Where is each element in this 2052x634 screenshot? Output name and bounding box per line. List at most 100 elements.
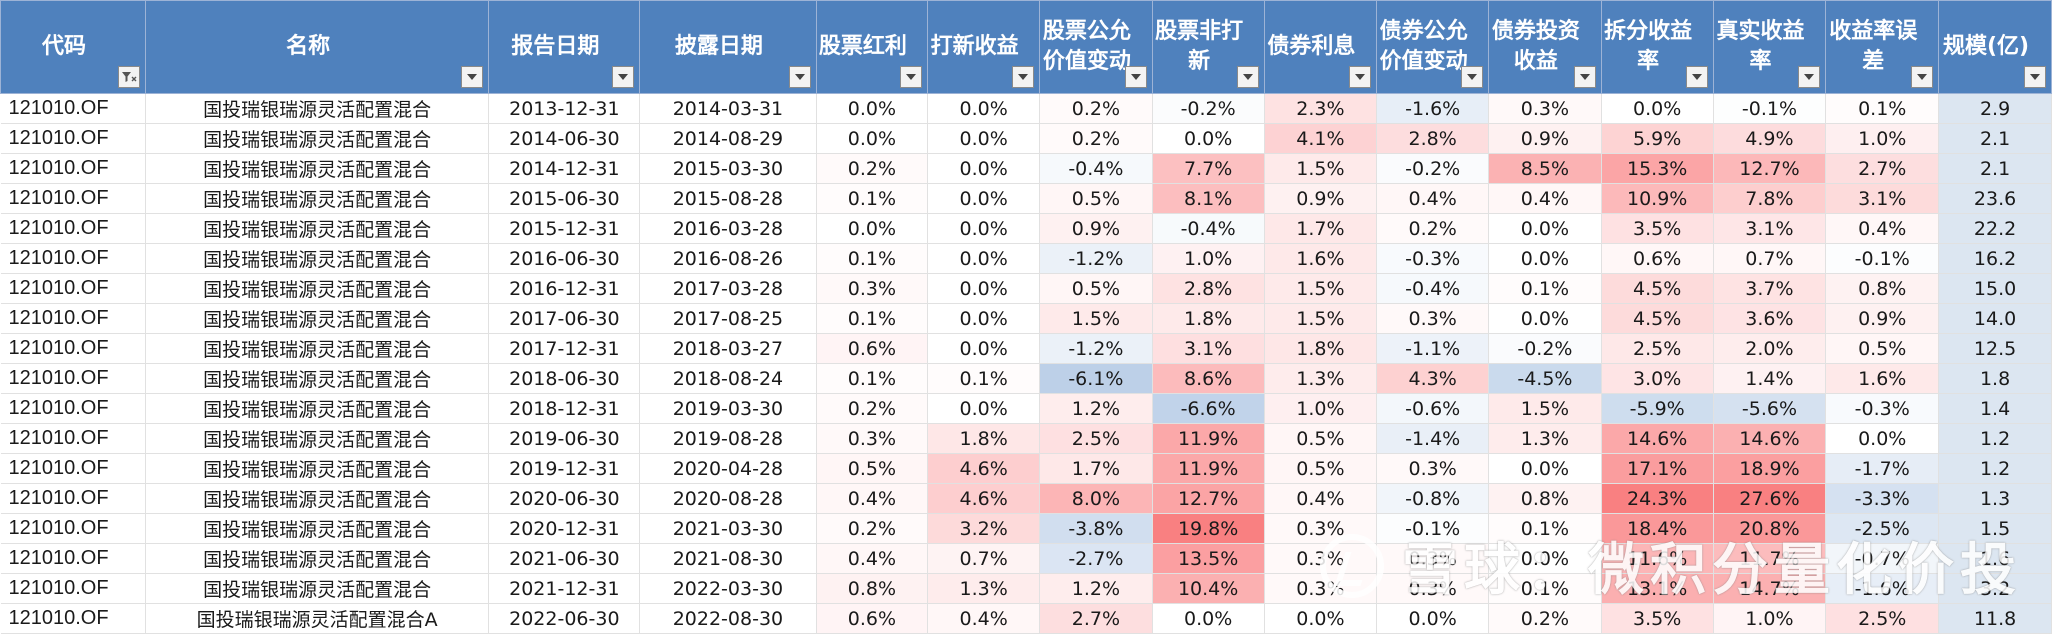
column-header: 报告日期 (488, 0, 641, 94)
column-header: 拆分收益率 (1600, 0, 1714, 94)
filter-dropdown-icon[interactable] (1124, 66, 1147, 88)
filter-dropdown-icon[interactable] (1573, 66, 1596, 88)
table-cell: 2019-12-31 (488, 453, 641, 484)
filter-dropdown-icon[interactable] (2024, 66, 2046, 88)
table-cell: 0.2% (816, 153, 929, 184)
table-cell: 121010.OF (0, 183, 146, 214)
column-header-label: 股票非打新 (1155, 19, 1244, 74)
table-cell: 1.8 (1938, 363, 2052, 394)
table-cell: 1.4% (1713, 363, 1827, 394)
table-cell: 2020-06-30 (488, 483, 641, 514)
filter-dropdown-icon[interactable] (1798, 66, 1821, 88)
table-cell: -3.3% (1825, 483, 1940, 514)
table-cell: 23.6 (1938, 183, 2052, 214)
table-cell: 7.8% (1713, 183, 1827, 214)
table-cell: -0.4% (1376, 273, 1490, 304)
table-cell: 0.0% (1488, 453, 1602, 484)
table-cell: 0.9% (1488, 123, 1602, 154)
filter-dropdown-icon[interactable] (461, 66, 484, 88)
filter-active-icon[interactable] (117, 66, 140, 88)
table-cell: 10.4% (1152, 573, 1265, 604)
column-header-label: 代码 (41, 34, 86, 59)
table-cell: 2016-08-26 (639, 243, 817, 274)
table-cell: 1.4 (1938, 393, 2052, 424)
table-cell: 0.0% (927, 213, 1041, 244)
column-header-label: 报告日期 (511, 34, 600, 59)
table-cell: 11.7% (1713, 543, 1827, 574)
table-cell: 国投瑞银瑞源灵活配置混合 (145, 393, 490, 424)
table-cell: 0.1% (1825, 93, 1940, 124)
table-row: 121010.OF 国投瑞银瑞源灵活配置混合 2014-12-31 2015-03-3… (0, 153, 2052, 184)
table-cell: 0.0% (1488, 543, 1602, 574)
table-cell: 0.5% (1039, 273, 1153, 304)
table-cell: 2.9 (1938, 93, 2052, 124)
table-cell: 国投瑞银瑞源灵活配置混合 (145, 243, 490, 274)
filter-dropdown-icon[interactable] (1349, 66, 1372, 88)
table-cell: 14.6% (1601, 423, 1714, 454)
table-cell: 0.3% (1264, 543, 1378, 574)
table-cell: 0.3% (816, 423, 929, 454)
table-cell: 0.6% (816, 333, 929, 364)
table-cell: 0.7% (927, 543, 1041, 574)
filter-dropdown-icon[interactable] (1685, 66, 1708, 88)
filter-dropdown-icon[interactable] (900, 66, 923, 88)
filter-dropdown-icon[interactable] (788, 66, 811, 88)
table-cell: 1.3% (1488, 423, 1602, 454)
table-cell: -0.4% (1039, 153, 1153, 184)
table-cell: 2016-03-28 (639, 213, 817, 244)
table-cell: 2.8% (1152, 273, 1265, 304)
table-cell: 2.1 (1938, 123, 2052, 154)
table-cell: 11.6% (1601, 543, 1714, 574)
filter-dropdown-icon[interactable] (1461, 66, 1484, 88)
column-header: 代码 (0, 0, 146, 94)
table-cell: 0.9% (1264, 183, 1378, 214)
table-row: 121010.OF 国投瑞银瑞源灵活配置混合 2018-12-31 2019-03-3… (0, 393, 2052, 424)
table-body: 121010.OF 国投瑞银瑞源灵活配置混合 2013-12-31 2014-03-3… (0, 93, 2052, 634)
table-cell: 3.1% (1713, 213, 1827, 244)
table-cell: 1.0% (1152, 243, 1265, 274)
table-cell: 0.6% (816, 603, 929, 634)
table-cell: 2019-08-28 (639, 423, 817, 454)
table-cell: 0.2% (816, 393, 929, 424)
filter-dropdown-icon[interactable] (1012, 66, 1035, 88)
table-cell: 1.7% (1039, 453, 1153, 484)
table-cell: -1.1% (1376, 333, 1490, 364)
table-cell: 18.4% (1601, 513, 1714, 544)
column-header-label: 债券公允 价值变动 (1379, 19, 1468, 74)
table-cell: 2021-06-30 (488, 543, 641, 574)
table-cell: 2.8% (1376, 123, 1490, 154)
table-cell: 27.6% (1713, 483, 1827, 514)
table-cell: 2018-08-24 (639, 363, 817, 394)
column-header: 债券投资 收益 (1488, 0, 1602, 94)
filter-dropdown-icon[interactable] (1236, 66, 1259, 88)
table-cell: 0.5% (1825, 333, 1940, 364)
table-cell: -0.8% (1376, 483, 1490, 514)
table-cell: 1.3% (927, 573, 1041, 604)
table-cell: 121010.OF (0, 123, 146, 154)
table-cell: 121010.OF (0, 453, 146, 484)
table-cell: 0.1% (927, 363, 1041, 394)
column-header: 股票非打新 (1151, 0, 1265, 94)
table-cell: 4.5% (1601, 303, 1714, 334)
table-cell: 4.6% (927, 453, 1041, 484)
table-cell: 7.7% (1152, 153, 1265, 184)
table-cell: 2015-03-30 (639, 153, 817, 184)
table-cell: 121010.OF (0, 303, 146, 334)
filter-dropdown-icon[interactable] (1911, 66, 1934, 88)
table-cell: -4.5% (1488, 363, 1602, 394)
filter-dropdown-icon[interactable] (612, 66, 635, 88)
table-cell: 11.8 (1938, 603, 2052, 634)
table-cell: 2.7% (1039, 603, 1153, 634)
table-cell: 0.3% (1488, 93, 1602, 124)
table-cell: 0.0% (1376, 603, 1490, 634)
table-row: 121010.OF 国投瑞银瑞源灵活配置混合 2016-12-31 2017-03-2… (0, 273, 2052, 304)
table-cell: 国投瑞银瑞源灵活配置混合 (145, 183, 490, 214)
table-cell: 4.5% (1601, 273, 1714, 304)
table-cell: 2019-03-30 (639, 393, 817, 424)
table-cell: 3.1% (1152, 333, 1265, 364)
table-cell: 121010.OF (0, 243, 146, 274)
table-cell: 0.3% (816, 273, 929, 304)
table-cell: 0.3% (1376, 303, 1490, 334)
column-header: 股票公允 价值变动 (1039, 0, 1153, 94)
